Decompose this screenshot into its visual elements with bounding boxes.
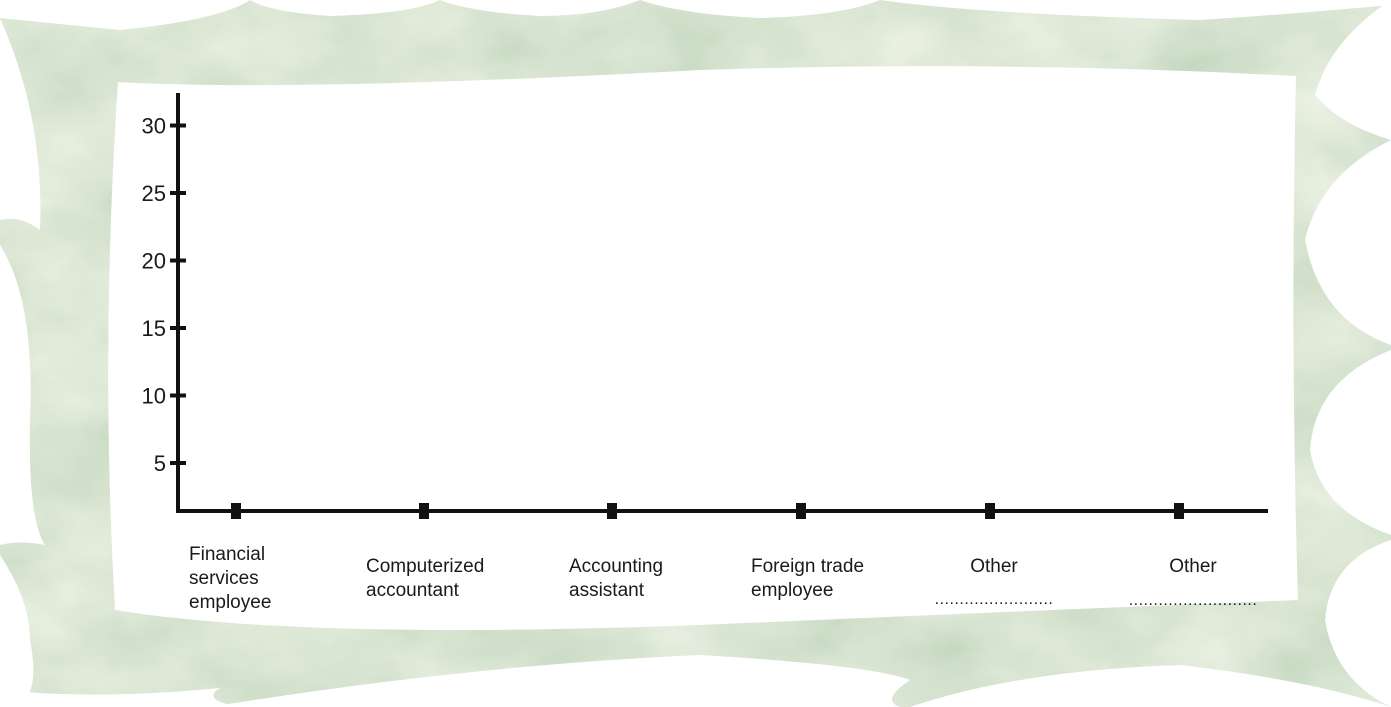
x-label-line: Financial — [189, 544, 265, 565]
y-ticks: 5 10 15 20 25 30 — [142, 114, 186, 476]
x-tick-mark — [419, 503, 429, 519]
x-tick-label: Financial services employee — [189, 544, 271, 613]
x-tick-label: Accounting assistant — [569, 556, 663, 601]
y-tick-label: 5 — [154, 451, 166, 476]
x-tick-label: Other.......................... — [1129, 556, 1258, 609]
x-label-line: employee — [751, 580, 833, 601]
x-label-line: Other — [1169, 556, 1217, 577]
x-label-line: Other — [970, 556, 1018, 577]
x-label-line: assistant — [569, 580, 645, 601]
x-ticks: Financial services employee Computerized acc… — [189, 503, 1257, 613]
x-tick-label: Foreign trade employee — [751, 556, 864, 601]
chart-panel — [108, 66, 1299, 630]
x-label-line: accountant — [366, 580, 460, 601]
x-label-line: Accounting — [569, 556, 663, 577]
plot-area: 5 10 15 20 25 30 Financial services employee Com… — [142, 93, 1268, 613]
x-tick-mark — [1174, 503, 1184, 519]
x-label-line: services — [189, 568, 259, 589]
x-label-blank-line: .......................... — [1129, 592, 1258, 609]
x-tick-mark — [231, 503, 241, 519]
x-label-line: employee — [189, 592, 271, 613]
x-tick-mark — [607, 503, 617, 519]
x-tick-label: Other........................ — [935, 556, 1054, 608]
chart-panel-shape — [108, 66, 1299, 630]
y-tick-label: 20 — [142, 249, 166, 274]
x-tick-mark — [796, 503, 806, 519]
x-label-line: Foreign trade — [751, 556, 864, 577]
x-tick-label: Computerized accountant — [366, 556, 484, 601]
y-tick-label: 30 — [142, 114, 166, 139]
y-tick-label: 25 — [142, 181, 166, 206]
x-tick-mark — [985, 503, 995, 519]
y-tick-label: 15 — [142, 316, 166, 341]
y-tick-label: 10 — [142, 384, 166, 409]
x-label-blank-line: ........................ — [935, 591, 1054, 608]
x-label-line: Computerized — [366, 556, 484, 577]
